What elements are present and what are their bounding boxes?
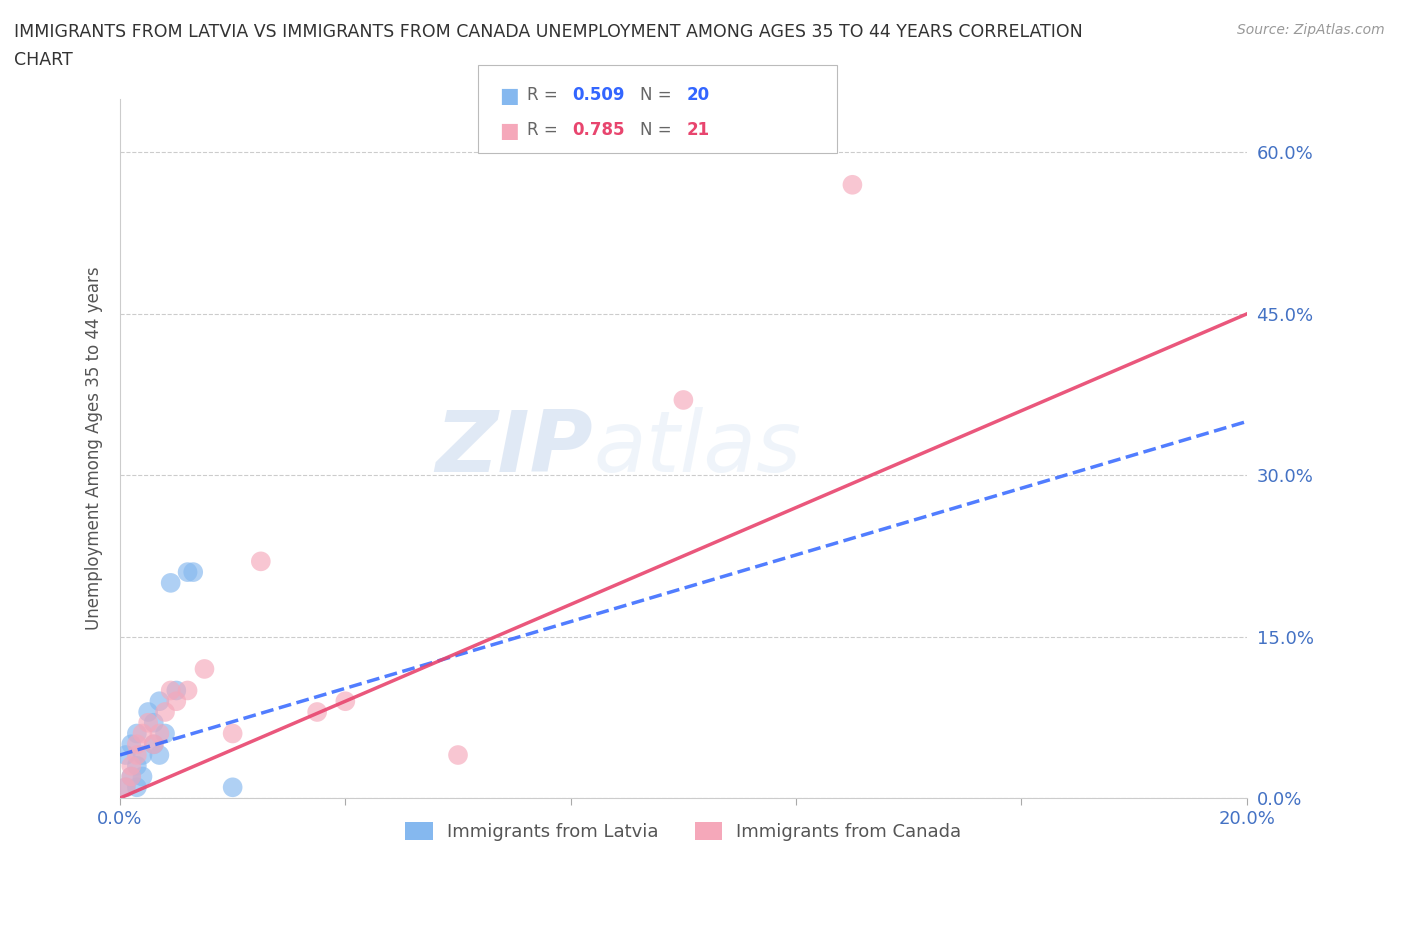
Point	[148, 694, 170, 709]
Text: 20: 20	[686, 86, 709, 104]
Point	[131, 748, 153, 763]
Y-axis label: Unemployment Among Ages 35 to 44 years: Unemployment Among Ages 35 to 44 years	[86, 267, 103, 631]
Point	[148, 748, 170, 763]
Point	[120, 769, 142, 784]
Point	[142, 737, 165, 751]
Point	[142, 715, 165, 730]
Point	[120, 737, 142, 751]
Text: 21: 21	[686, 121, 709, 139]
Legend: Immigrants from Latvia, Immigrants from Canada: Immigrants from Latvia, Immigrants from …	[398, 815, 969, 848]
Point	[120, 769, 142, 784]
Text: 0.509: 0.509	[572, 86, 624, 104]
Text: ZIP: ZIP	[436, 407, 593, 490]
Point	[131, 726, 153, 741]
Point	[159, 576, 181, 591]
Point	[136, 715, 159, 730]
Point	[125, 737, 148, 751]
Point	[114, 780, 136, 795]
Text: ■: ■	[499, 86, 519, 107]
Point	[153, 726, 176, 741]
Point	[447, 748, 470, 763]
Point	[221, 726, 243, 741]
Point	[181, 565, 204, 579]
Point	[335, 694, 357, 709]
Point	[142, 737, 165, 751]
Point	[125, 780, 148, 795]
Text: 0.785: 0.785	[572, 121, 624, 139]
Point	[165, 694, 187, 709]
Point	[120, 758, 142, 773]
Point	[672, 392, 695, 407]
Point	[176, 683, 198, 698]
Point	[841, 178, 863, 193]
Point	[221, 780, 243, 795]
Point	[250, 554, 273, 569]
Point	[176, 565, 198, 579]
Point	[114, 748, 136, 763]
Text: atlas: atlas	[593, 407, 801, 490]
Point	[125, 726, 148, 741]
Point	[307, 705, 329, 720]
Point	[193, 661, 215, 676]
Point	[153, 705, 176, 720]
Text: Source: ZipAtlas.com: Source: ZipAtlas.com	[1237, 23, 1385, 37]
Text: ■: ■	[499, 121, 519, 141]
Point	[125, 748, 148, 763]
Point	[114, 780, 136, 795]
Point	[165, 683, 187, 698]
Text: R =: R =	[527, 121, 564, 139]
Text: N =: N =	[640, 86, 676, 104]
Point	[131, 769, 153, 784]
Text: IMMIGRANTS FROM LATVIA VS IMMIGRANTS FROM CANADA UNEMPLOYMENT AMONG AGES 35 TO 4: IMMIGRANTS FROM LATVIA VS IMMIGRANTS FRO…	[14, 23, 1083, 41]
Text: CHART: CHART	[14, 51, 73, 69]
Point	[136, 705, 159, 720]
Text: N =: N =	[640, 121, 676, 139]
Point	[148, 726, 170, 741]
Point	[159, 683, 181, 698]
Point	[125, 758, 148, 773]
Text: R =: R =	[527, 86, 564, 104]
